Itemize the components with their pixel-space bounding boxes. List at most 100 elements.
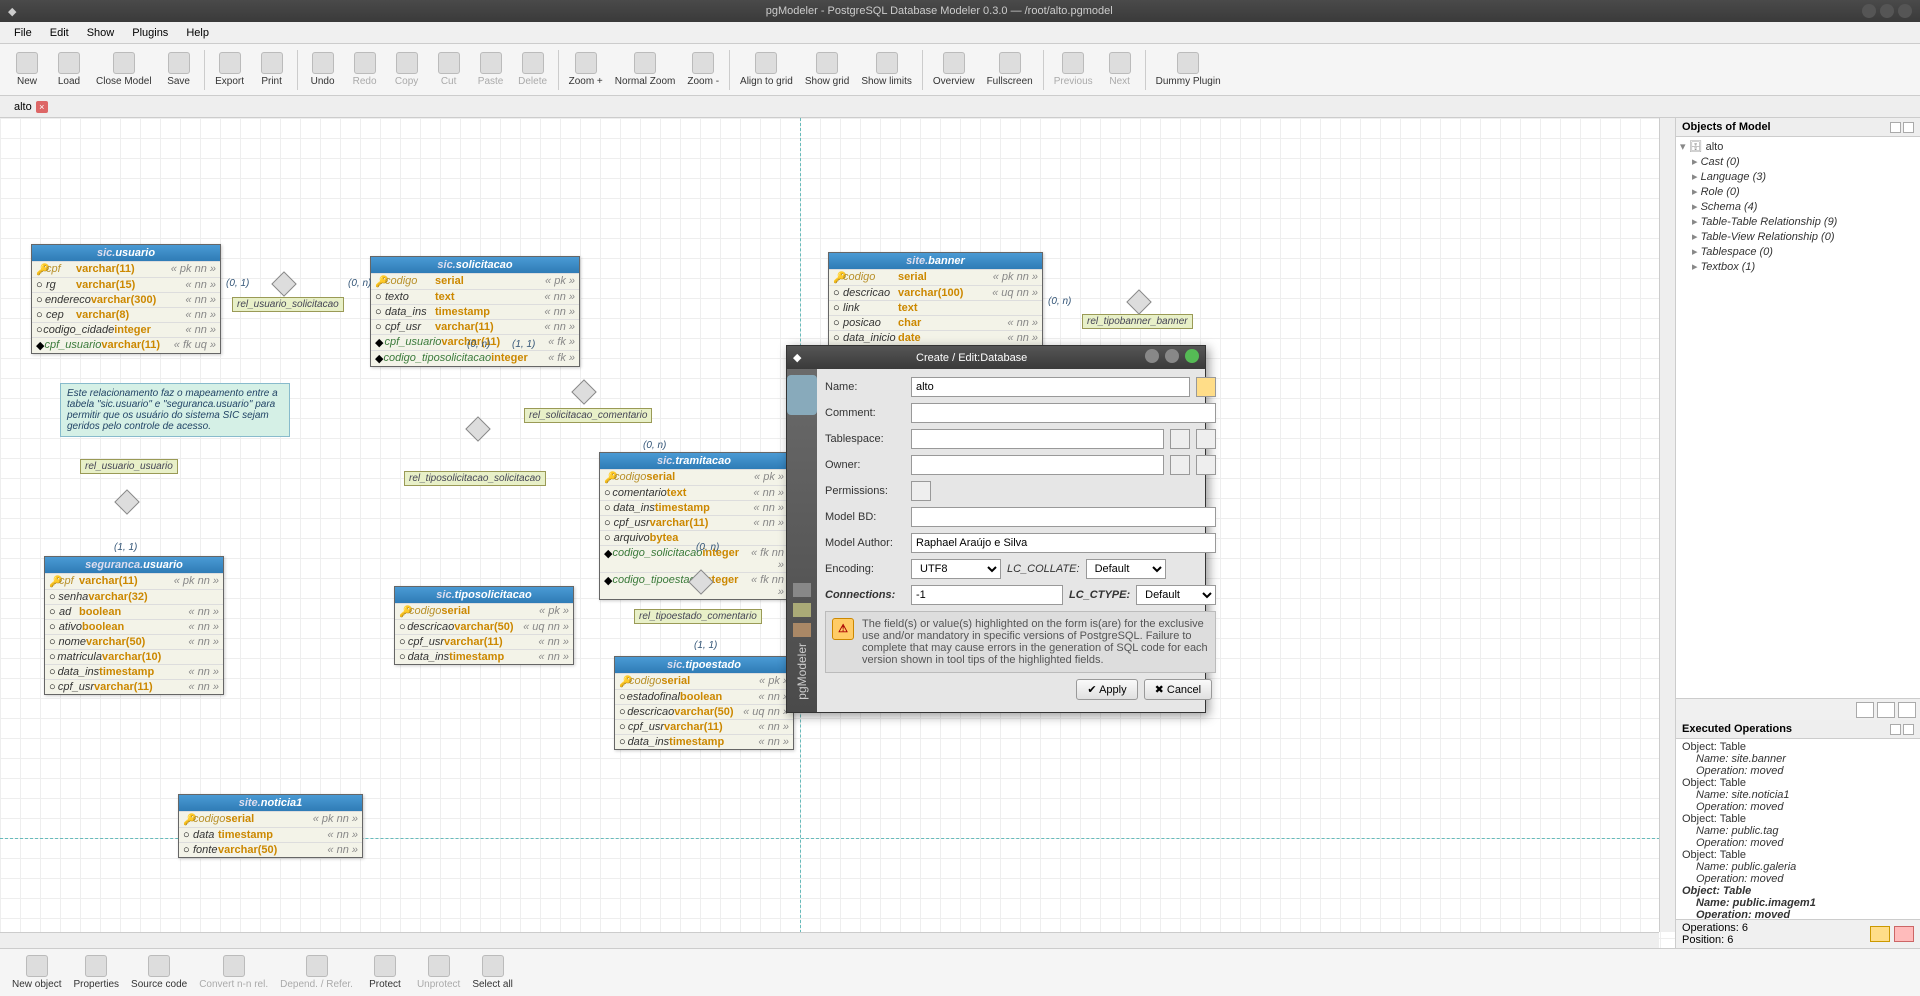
tree-node[interactable]: Tablespace (0) — [1678, 244, 1918, 259]
table-usuario[interactable]: seguranca.usuario🔑cpfvarchar(11)« pk nn … — [44, 556, 224, 695]
zoom--button[interactable]: Zoom - — [681, 50, 725, 89]
encoding-select[interactable]: UTF8 — [911, 559, 1001, 579]
relationship-diamond[interactable] — [465, 416, 490, 441]
clear-icon[interactable] — [1170, 455, 1190, 475]
panel-undock-icon[interactable] — [1890, 724, 1901, 735]
maximize-button[interactable] — [1880, 4, 1894, 18]
table-tipoestado[interactable]: sic.tipoestado🔑codigoserial« pk »○estado… — [614, 656, 794, 750]
close-tab-icon[interactable]: × — [36, 101, 48, 113]
fullscreen-button[interactable]: Fullscreen — [981, 50, 1039, 89]
properties-button[interactable]: Properties — [67, 953, 125, 992]
protect-button[interactable]: Protect — [359, 953, 411, 992]
menu-show[interactable]: Show — [79, 25, 123, 41]
menu-edit[interactable]: Edit — [42, 25, 77, 41]
new-object-button[interactable]: New object — [6, 953, 67, 992]
connections-input[interactable] — [911, 585, 1063, 605]
dialog-close-icon[interactable] — [1185, 349, 1199, 363]
print-button[interactable]: Print — [251, 50, 293, 89]
show-grid-button[interactable]: Show grid — [799, 50, 855, 89]
align-to-grid-button[interactable]: Align to grid — [734, 50, 799, 89]
edit-permissions-icon[interactable] — [911, 481, 931, 501]
collate-select[interactable]: Default — [1086, 559, 1166, 579]
relationship-label[interactable]: rel_usuario_usuario — [80, 459, 178, 474]
op-header[interactable]: Object: Table — [1678, 741, 1918, 753]
close-window-button[interactable] — [1898, 4, 1912, 18]
executed-ops-list[interactable]: Object: TableName: site.bannerOperation:… — [1676, 739, 1920, 919]
select-all-button[interactable]: Select all — [466, 953, 519, 992]
objects-tree[interactable]: altoCast (0)Language (3)Role (0)Schema (… — [1676, 137, 1920, 698]
table-column: ○matriculavarchar(10) — [45, 649, 223, 664]
overview-button[interactable]: Overview — [927, 50, 981, 89]
dialog-max-icon[interactable] — [1165, 349, 1179, 363]
pick-icon[interactable] — [1196, 455, 1216, 475]
table-usuario[interactable]: sic.usuario🔑cpfvarchar(11)« pk nn »○rgva… — [31, 244, 221, 354]
author-input[interactable] — [911, 533, 1216, 553]
relationship-diamond[interactable] — [571, 379, 596, 404]
tree-node[interactable]: Language (3) — [1678, 169, 1918, 184]
load-button[interactable]: Load — [48, 50, 90, 89]
panel-close-icon[interactable] — [1903, 724, 1914, 735]
tablespace-input[interactable] — [911, 429, 1164, 449]
relationship-label[interactable]: rel_tiposolicitacao_solicitacao — [404, 471, 546, 486]
minimize-button[interactable] — [1862, 4, 1876, 18]
tree-expand-icon[interactable] — [1877, 702, 1895, 718]
tree-node[interactable]: Schema (4) — [1678, 199, 1918, 214]
close-model-button[interactable]: Close Model — [90, 50, 158, 89]
menu-file[interactable]: File — [6, 25, 40, 41]
show-limits-button[interactable]: Show limits — [855, 50, 918, 89]
tree-collapse-icon[interactable] — [1856, 702, 1874, 718]
pick-icon[interactable] — [1196, 429, 1216, 449]
source-code-button[interactable]: Source code — [125, 953, 193, 992]
owner-input[interactable] — [911, 455, 1164, 475]
bottom-icon — [148, 955, 170, 977]
relationship-label[interactable]: rel_solicitacao_comentario — [524, 408, 652, 423]
relationship-label[interactable]: rel_tipobanner_banner — [1082, 314, 1193, 329]
dummy-plugin-button[interactable]: Dummy Plugin — [1150, 50, 1227, 89]
table-tiposolicitacao[interactable]: sic.tiposolicitacao🔑codigoserial« pk »○d… — [394, 586, 574, 665]
dialog-min-icon[interactable] — [1145, 349, 1159, 363]
op-header[interactable]: Object: Table — [1678, 813, 1918, 825]
dialog-titlebar[interactable]: ◆ Create / Edit:Database — [787, 346, 1205, 369]
clear-icon[interactable] — [1170, 429, 1190, 449]
relationship-label[interactable]: rel_usuario_solicitacao — [232, 297, 344, 312]
toolbar-icon — [1177, 52, 1199, 74]
canvas-hscroll[interactable] — [0, 932, 1659, 948]
name-input[interactable] — [911, 377, 1190, 397]
relationship-diamond[interactable] — [271, 271, 296, 296]
comment-input[interactable] — [911, 403, 1216, 423]
ctype-select[interactable]: Default — [1136, 585, 1216, 605]
new-button[interactable]: New — [6, 50, 48, 89]
tree-node[interactable]: Table-Table Relationship (9) — [1678, 214, 1918, 229]
op-header[interactable]: Object: Table — [1678, 849, 1918, 861]
tree-root[interactable]: alto — [1678, 139, 1918, 154]
canvas-vscroll[interactable] — [1659, 118, 1675, 932]
op-header[interactable]: Object: Table — [1678, 777, 1918, 789]
modelbd-input[interactable] — [911, 507, 1216, 527]
relationship-label[interactable]: rel_tipoestado_comentario — [634, 609, 762, 624]
textbox-note[interactable]: Este relacionamento faz o mapeamento ent… — [60, 383, 290, 437]
tree-node[interactable]: Textbox (1) — [1678, 259, 1918, 274]
menu-plugins[interactable]: Plugins — [124, 25, 176, 41]
table-solicitacao[interactable]: sic.solicitacao🔑codigoserial« pk »○texto… — [370, 256, 580, 367]
panel-close-icon[interactable] — [1903, 122, 1914, 133]
apply-button[interactable]: ✔ Apply — [1076, 679, 1137, 700]
model-tab[interactable]: alto × — [6, 99, 56, 115]
panel-undock-icon[interactable] — [1890, 122, 1901, 133]
table-noticia1[interactable]: site.noticia1🔑codigoserial« pk nn »○data… — [178, 794, 363, 858]
tree-list-icon[interactable] — [1898, 702, 1916, 718]
menu-help[interactable]: Help — [178, 25, 217, 41]
clear-ops-icon[interactable] — [1894, 926, 1914, 942]
tree-node[interactable]: Role (0) — [1678, 184, 1918, 199]
op-header[interactable]: Object: Table — [1678, 885, 1918, 897]
relationship-diamond[interactable] — [114, 489, 139, 514]
save-button[interactable]: Save — [158, 50, 200, 89]
normal-zoom-button[interactable]: Normal Zoom — [609, 50, 682, 89]
relationship-diamond[interactable] — [1126, 289, 1151, 314]
tree-node[interactable]: Cast (0) — [1678, 154, 1918, 169]
undo-button[interactable]: Undo — [302, 50, 344, 89]
tree-node[interactable]: Table-View Relationship (0) — [1678, 229, 1918, 244]
zoom--button[interactable]: Zoom + — [563, 50, 609, 89]
export-button[interactable]: Export — [209, 50, 251, 89]
cancel-button[interactable]: ✖ Cancel — [1144, 679, 1213, 700]
undo-op-icon[interactable] — [1870, 926, 1890, 942]
